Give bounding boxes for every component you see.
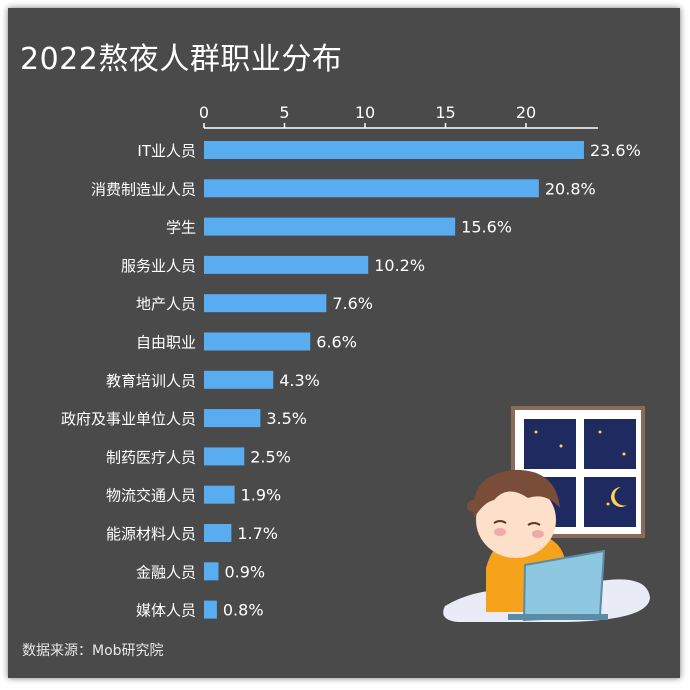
- category-label: 消费制造业人员: [91, 180, 196, 198]
- value-label: 20.8%: [545, 179, 596, 198]
- value-label: 1.7%: [237, 524, 278, 543]
- value-label: 15.6%: [461, 218, 512, 237]
- value-label: 3.5%: [266, 409, 307, 428]
- category-label: IT业人员: [137, 142, 196, 160]
- bar: [204, 294, 327, 313]
- bar: [204, 447, 245, 466]
- value-label: 1.9%: [241, 486, 282, 505]
- x-tick-label: 10: [355, 103, 375, 122]
- bar-chart: 0 5 10 15 20 IT业人员 23.6% 消费制造业人员 20.8% 学生 15.6% 服务…: [61, 103, 641, 620]
- category-label: 媒体人员: [136, 602, 196, 620]
- person-at-laptop-night-window-illustration: [443, 406, 650, 622]
- bar: [204, 217, 456, 236]
- value-label: 7.6%: [332, 294, 373, 313]
- bar: [204, 409, 261, 428]
- category-label: 制药医疗人员: [106, 448, 196, 466]
- x-tick-label: 15: [435, 103, 455, 122]
- value-label: 10.2%: [374, 256, 425, 275]
- bar: [204, 179, 539, 198]
- value-label: 6.6%: [316, 333, 357, 352]
- category-label: 物流交通人员: [106, 487, 196, 505]
- category-label: 教育培训人员: [106, 372, 196, 390]
- chart-title: 2022熬夜人群职业分布: [20, 42, 343, 77]
- x-axis: 0 5 10 15 20: [199, 103, 598, 129]
- chart-card: 2022熬夜人群职业分布 0 5 10 15 20 IT业人员 23.6% 消费制造业人员 2…: [8, 8, 680, 678]
- night-window-icon: [511, 406, 645, 538]
- bar: [204, 332, 311, 351]
- moon-icon: [611, 487, 627, 508]
- bars: IT业人员 23.6% 消费制造业人员 20.8% 学生 15.6% 服务业人员 10.2% 地…: [61, 141, 641, 620]
- category-label: 服务业人员: [121, 257, 196, 275]
- x-tick-label: 20: [516, 103, 536, 122]
- category-label: 能源材料人员: [106, 525, 196, 543]
- category-label: 地产人员: [136, 295, 196, 313]
- bar: [204, 370, 274, 389]
- bar: [204, 600, 217, 619]
- laptop-icon: [508, 549, 608, 622]
- value-label: 2.5%: [250, 447, 291, 466]
- data-source: 数据来源：Mob研究院: [22, 643, 164, 659]
- value-label: 0.8%: [223, 601, 264, 620]
- category-label: 金融人员: [136, 563, 196, 581]
- category-label: 自由职业: [136, 334, 196, 352]
- bar: [204, 524, 232, 542]
- bar: [204, 141, 584, 159]
- category-label: 学生: [166, 219, 196, 237]
- x-tick-label: 0: [199, 103, 209, 122]
- value-label: 4.3%: [279, 371, 320, 390]
- bar: [204, 562, 219, 581]
- x-tick-label: 5: [279, 103, 289, 122]
- bar: [204, 485, 235, 504]
- category-label: 政府及事业单位人员: [61, 410, 196, 428]
- value-label: 23.6%: [590, 141, 641, 160]
- bar: [204, 255, 369, 274]
- value-label: 0.9%: [224, 562, 265, 581]
